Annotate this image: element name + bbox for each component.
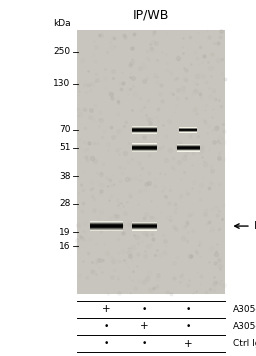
Text: +: +: [102, 304, 111, 314]
Text: •: •: [104, 322, 109, 331]
Text: 70: 70: [59, 125, 70, 135]
Text: +: +: [140, 321, 149, 331]
Text: kDa: kDa: [53, 20, 70, 28]
Text: RAB1A: RAB1A: [253, 221, 256, 231]
Text: A305-328A: A305-328A: [233, 322, 256, 331]
Text: •: •: [142, 339, 147, 348]
Text: 16: 16: [59, 242, 70, 251]
Text: 51: 51: [59, 143, 70, 152]
Text: 38: 38: [59, 172, 70, 181]
Text: •: •: [104, 339, 109, 348]
Text: 28: 28: [59, 199, 70, 208]
Text: •: •: [142, 305, 147, 314]
Text: IP/WB: IP/WB: [133, 8, 169, 21]
Text: A305-327A: A305-327A: [233, 305, 256, 314]
Text: Ctrl IgG: Ctrl IgG: [233, 339, 256, 348]
Text: •: •: [186, 322, 191, 331]
Text: 130: 130: [53, 79, 70, 88]
Text: 19: 19: [59, 227, 70, 237]
Text: •: •: [186, 305, 191, 314]
Bar: [77, 30, 225, 294]
Text: +: +: [184, 339, 193, 349]
Text: 250: 250: [53, 47, 70, 56]
